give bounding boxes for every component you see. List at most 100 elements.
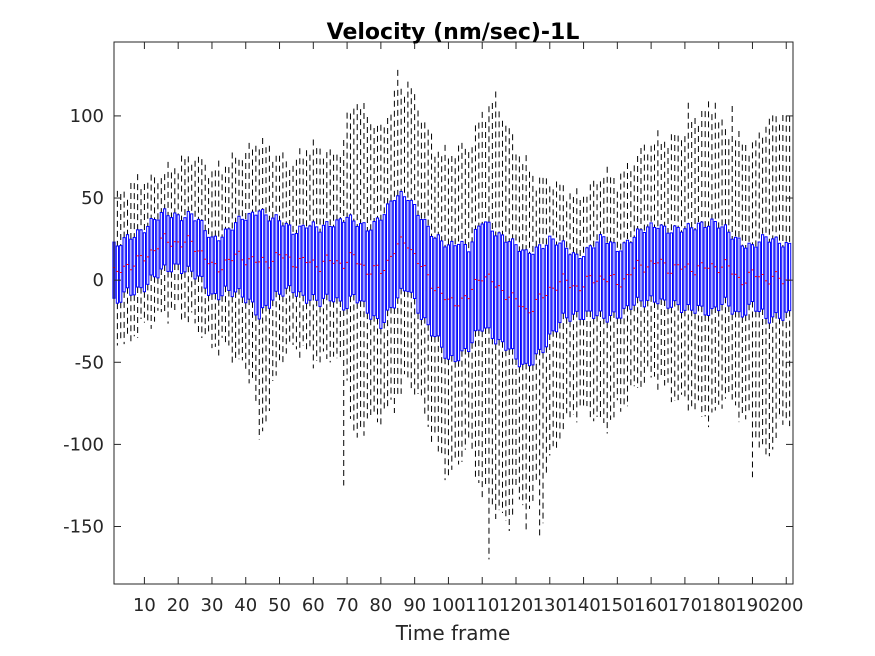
box-body — [450, 240, 454, 357]
box-body — [548, 235, 552, 335]
box-3 — [119, 193, 123, 342]
box-body — [446, 244, 451, 360]
box-105 — [463, 148, 467, 450]
box-79 — [375, 125, 380, 423]
box-161 — [652, 144, 657, 377]
box-134 — [561, 185, 565, 434]
box-body — [666, 232, 670, 309]
box-body — [443, 246, 447, 359]
box-29 — [206, 178, 211, 332]
box-body — [730, 238, 734, 315]
box-170 — [683, 136, 687, 400]
x-axis-label: Time frame — [395, 621, 511, 645]
box-67 — [335, 154, 339, 359]
box-88 — [406, 81, 410, 381]
box-body — [463, 243, 467, 349]
box-39 — [240, 160, 244, 361]
box-body — [612, 242, 616, 313]
box-59 — [308, 154, 312, 350]
box-body — [345, 216, 349, 309]
box-body — [352, 220, 356, 296]
box-100 — [446, 158, 451, 476]
box-body — [369, 229, 373, 320]
box-94 — [426, 129, 430, 427]
y-tick-label: 0 — [93, 270, 104, 291]
box-body — [429, 235, 434, 337]
box-body — [139, 229, 143, 289]
box-body — [375, 217, 380, 319]
box-body — [754, 246, 758, 312]
box-body — [598, 234, 603, 312]
box-body — [693, 229, 697, 314]
box-body — [247, 213, 251, 300]
box-body — [399, 190, 403, 289]
box-36 — [230, 152, 234, 364]
x-tick-label: 60 — [302, 595, 325, 616]
box-12 — [149, 174, 153, 329]
box-145 — [598, 181, 603, 420]
box-101 — [450, 155, 454, 470]
box-body — [737, 237, 741, 313]
box-body — [649, 222, 653, 297]
box-157 — [639, 147, 643, 389]
y-axis-ticks: 100 50 0 -50 -100 -150 — [63, 106, 793, 538]
box-41 — [247, 142, 251, 384]
box-97 — [436, 151, 440, 452]
box-143 — [592, 180, 596, 422]
box-body — [470, 241, 474, 344]
box-169 — [679, 140, 684, 395]
box-body — [416, 214, 420, 314]
box-95 — [429, 133, 434, 442]
box-22 — [183, 159, 187, 320]
box-85 — [396, 69, 400, 398]
box-44 — [257, 149, 261, 440]
box-160 — [649, 145, 653, 378]
box-body — [659, 224, 663, 300]
box-body — [166, 215, 170, 272]
x-tick-label: 70 — [336, 595, 359, 616]
box-body — [619, 250, 623, 319]
box-146 — [602, 177, 606, 424]
box-body — [554, 244, 559, 333]
box-body — [750, 244, 755, 303]
box-body — [342, 221, 346, 311]
box-body — [433, 237, 437, 338]
box-115 — [497, 111, 501, 511]
box-2 — [115, 190, 119, 346]
box-body — [176, 214, 180, 265]
box-124 — [527, 171, 532, 509]
box-5 — [125, 199, 130, 335]
box-25 — [193, 160, 197, 324]
box-body — [581, 256, 586, 320]
box-body — [234, 222, 238, 293]
box-171 — [686, 102, 690, 413]
box-body — [186, 211, 190, 267]
box-body — [642, 231, 646, 308]
box-body — [129, 238, 133, 296]
box-body — [315, 226, 319, 301]
box-185 — [733, 140, 738, 406]
box-56 — [298, 148, 302, 360]
box-body — [565, 247, 569, 319]
box-33 — [220, 174, 224, 338]
box-body — [406, 199, 410, 292]
box-197 — [774, 116, 778, 439]
box-body — [348, 214, 353, 297]
box-126 — [534, 190, 538, 484]
box-series — [112, 69, 792, 560]
box-104 — [460, 142, 464, 462]
box-body — [362, 222, 366, 302]
box-186 — [737, 131, 741, 423]
box-body — [288, 224, 292, 287]
box-body — [271, 217, 275, 301]
box-body — [125, 234, 130, 289]
box-61 — [315, 148, 319, 361]
x-tick-label: 40 — [234, 595, 257, 616]
box-159 — [646, 154, 650, 371]
y-tick-label: -50 — [75, 352, 104, 373]
box-150 — [615, 191, 619, 401]
box-body — [359, 223, 363, 302]
x-tick-label: 80 — [369, 595, 392, 616]
box-98 — [440, 156, 444, 458]
